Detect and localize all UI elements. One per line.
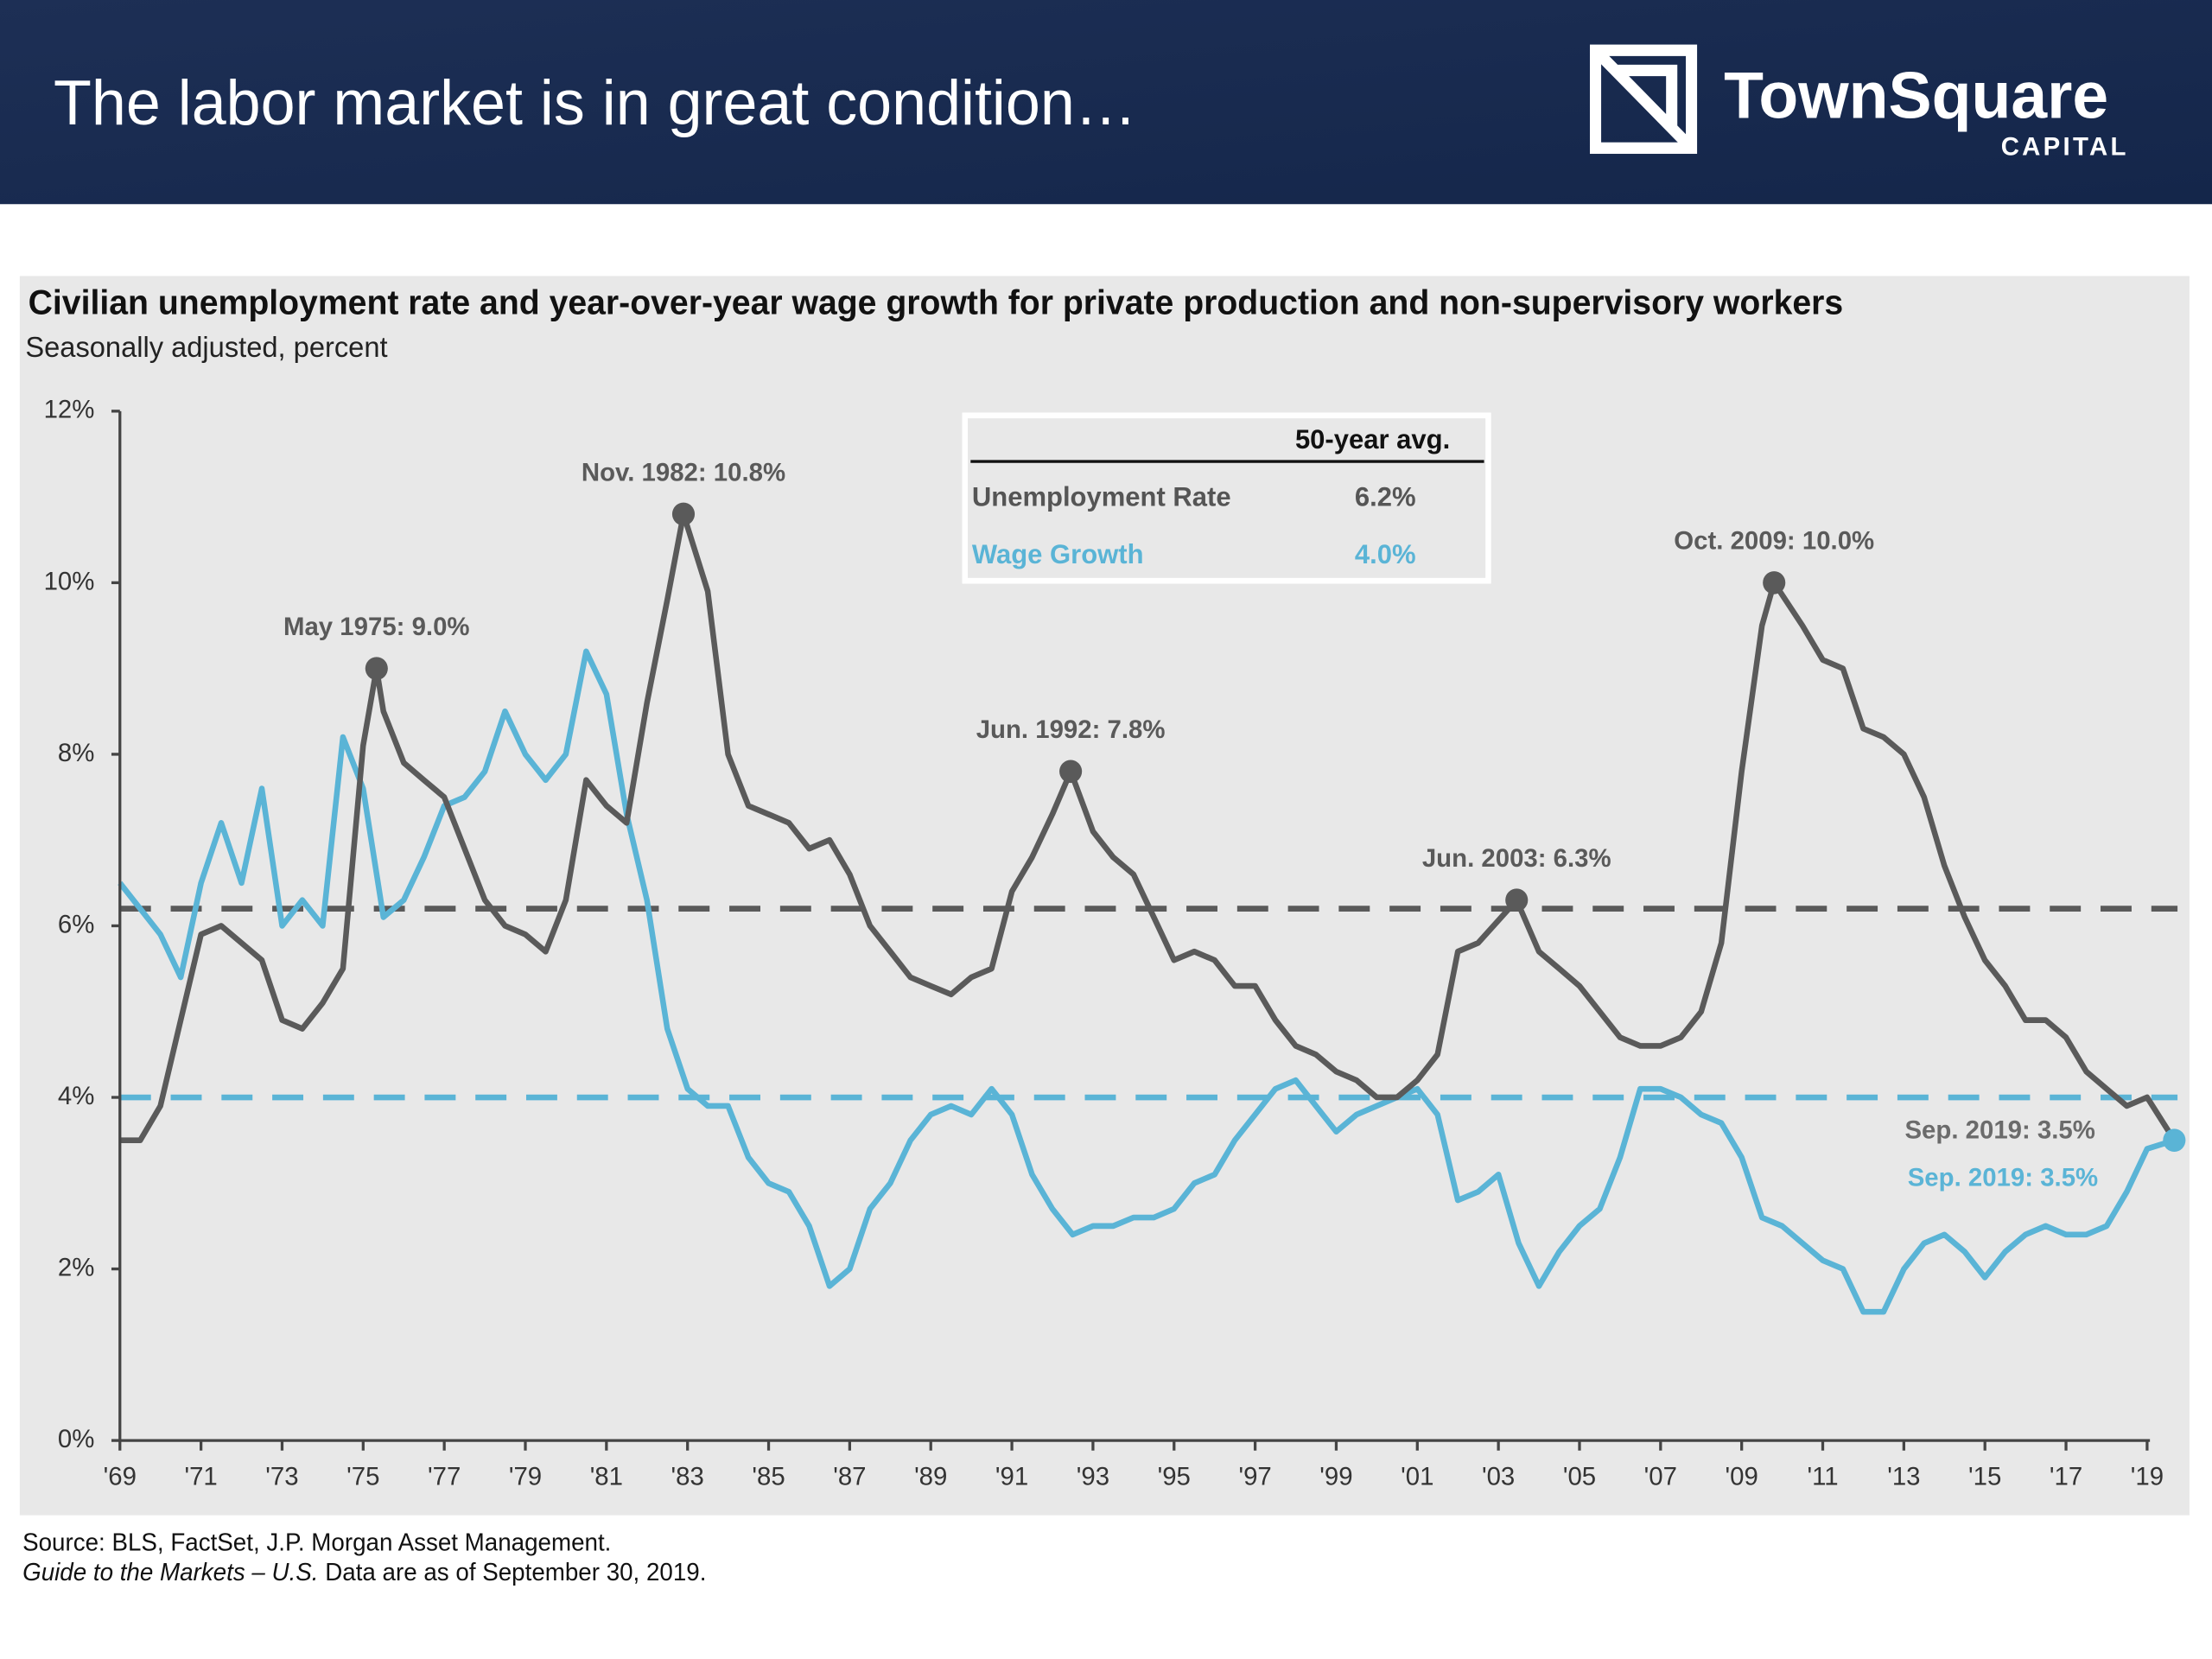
- x-tick-label: '73: [265, 1462, 298, 1491]
- annotation-marker: [1505, 888, 1529, 912]
- date-note: Data are as of September 30, 2019.: [319, 1559, 707, 1586]
- x-tick-label: '13: [1887, 1462, 1920, 1491]
- x-tick-label: '89: [914, 1462, 947, 1491]
- logo-name: TownSquare: [1724, 59, 2108, 133]
- plot: 0% 2% 4% 6% 8% 10% 12% '69 '71 '73 '75 '77 '79 '81 '83…: [44, 395, 2186, 1491]
- x-tick-label: '07: [1644, 1462, 1677, 1491]
- table-header: 50-year avg.: [1295, 424, 1450, 454]
- y-tick-label: 0%: [58, 1425, 94, 1453]
- y-tick-label: 4%: [58, 1082, 94, 1110]
- annotation-label: Nov. 1982: 10.8%: [582, 458, 785, 486]
- legend-value: 4.0%: [1355, 539, 1416, 569]
- x-tick-label: '17: [2050, 1462, 2082, 1491]
- annotation-marker: [1763, 571, 1786, 594]
- logo-sub: CAPITAL: [2001, 132, 2129, 161]
- series-line: [118, 648, 2176, 1315]
- x-tick-label: '19: [2131, 1462, 2164, 1491]
- avg-table: 50-year avg. Unemployment Rate 6.2% Wage G…: [962, 412, 1491, 584]
- x-tick-label: '01: [1401, 1462, 1433, 1491]
- x-tick-label: '11: [1807, 1462, 1838, 1491]
- annotation-marker: [365, 657, 388, 680]
- x-tick-label: '97: [1238, 1462, 1271, 1491]
- x-tick-label: '69: [104, 1462, 137, 1491]
- annotation-label: Jun. 1992: 7.8%: [976, 715, 1166, 744]
- annotation-label: Sep. 2019: 3.5%: [1908, 1163, 2098, 1192]
- x-tick-label: '71: [184, 1462, 217, 1491]
- x-tick-label: '91: [995, 1462, 1028, 1491]
- x-tick-label: '83: [671, 1462, 704, 1491]
- y-tick-label: 8%: [58, 739, 94, 767]
- annotation-label: May 1975: 9.0%: [283, 613, 470, 641]
- x-tick-label: '15: [1968, 1462, 2001, 1491]
- y-tick-label: 6%: [58, 910, 94, 938]
- x-tick-label: '95: [1158, 1462, 1191, 1491]
- annotation-marker: [2163, 1128, 2186, 1152]
- x-tick-label: '03: [1482, 1462, 1515, 1491]
- x-tick-label: '87: [833, 1462, 866, 1491]
- x-tick-label: '09: [1726, 1462, 1758, 1491]
- x-tick-label: '05: [1563, 1462, 1596, 1491]
- annotation-label: Jun. 2003: 6.3%: [1422, 844, 1611, 873]
- legend-label: Wage Growth: [972, 539, 1144, 569]
- y-tick-label: 12%: [44, 395, 95, 423]
- annotation-marker: [671, 502, 696, 526]
- chart-title: Civilian unemployment rate and year-over…: [29, 283, 1844, 321]
- x-tick-label: '99: [1319, 1462, 1352, 1491]
- y-tick-label: 2%: [58, 1253, 94, 1281]
- legend-value: 6.2%: [1355, 481, 1416, 512]
- table-box: [962, 412, 1491, 584]
- slide-title: The labor market is in great condition…: [54, 68, 1137, 139]
- header-bar: [0, 0, 2212, 205]
- x-tick-label: '77: [428, 1462, 461, 1491]
- legend-label: Unemployment Rate: [972, 481, 1231, 512]
- logo-icon: [1590, 44, 1698, 155]
- guide: Guide to the Markets – U.S.: [22, 1559, 318, 1586]
- source: Source: BLS, FactSet, J.P. Morgan Asset …: [22, 1529, 611, 1555]
- series-line: [119, 511, 2177, 1144]
- y-tick-label: 10%: [44, 567, 95, 595]
- x-tick-label: '93: [1077, 1462, 1109, 1491]
- x-tick-label: '81: [590, 1462, 623, 1491]
- chart-subtitle: Seasonally adjusted, percent: [25, 331, 387, 363]
- x-tick-label: '75: [346, 1462, 379, 1491]
- source-note: Guide to the Markets – U.S. Data are as …: [22, 1559, 706, 1586]
- annotation-label: Sep. 2019: 3.5%: [1904, 1116, 2094, 1144]
- annotation-label: Oct. 2009: 10.0%: [1674, 526, 1874, 555]
- annotation-marker: [1059, 760, 1083, 784]
- x-tick-label: '85: [752, 1462, 785, 1491]
- x-tick-label: '79: [509, 1462, 542, 1491]
